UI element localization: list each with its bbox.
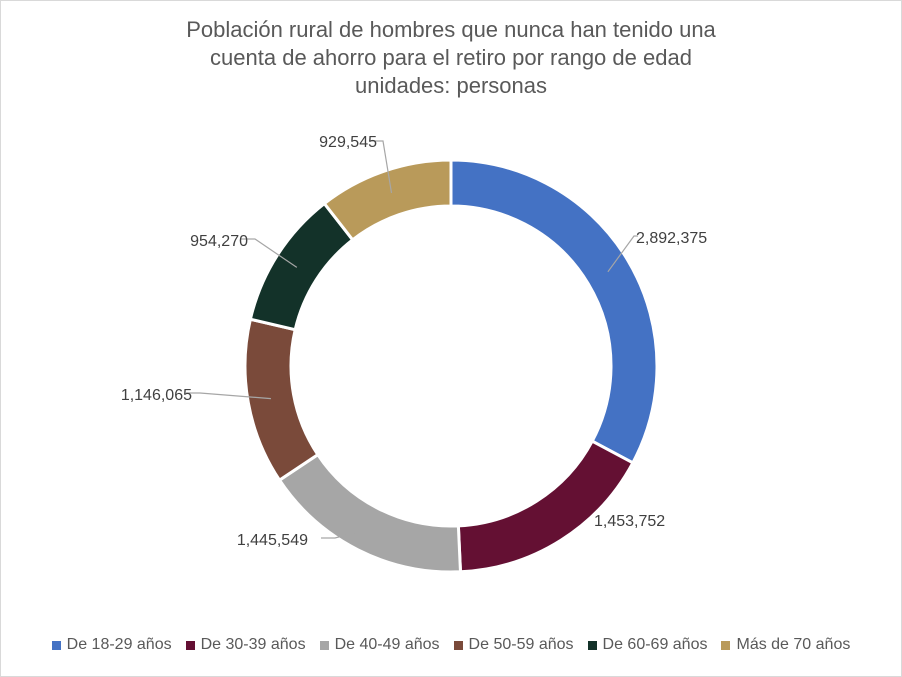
chart-title-line-2: cuenta de ahorro para el retiro por rang…	[210, 45, 692, 70]
legend-item-3: De 40-49 años	[319, 636, 440, 654]
legend-label-5: De 60-69 años	[602, 636, 708, 653]
legend-swatch-4	[453, 640, 463, 650]
data-label-5: 954,270	[190, 233, 248, 250]
data-label-3: 1,445,549	[237, 532, 308, 549]
chart-legend: De 18-29 años De 30-39 años De 40-49 años D…	[0, 636, 902, 654]
data-label-2: 1,453,752	[594, 513, 665, 530]
legend-swatch-6	[721, 640, 731, 650]
legend-label-1: De 18-29 años	[66, 636, 172, 653]
legend-label-2: De 30-39 años	[200, 636, 306, 653]
legend-label-4: De 50-59 años	[468, 636, 574, 653]
leader-line-6	[369, 140, 393, 194]
legend-item-5: De 60-69 años	[587, 636, 708, 654]
legend-swatch-1	[51, 640, 61, 650]
slices-group	[243, 158, 659, 574]
legend-swatch-5	[587, 640, 597, 650]
legend-swatch-2	[185, 640, 195, 650]
legend-item-2: De 30-39 años	[185, 636, 306, 654]
leader-line-4	[186, 392, 271, 400]
legend-item-4: De 50-59 años	[453, 636, 574, 654]
chart-title: Población rural de hombres que nunca han…	[0, 16, 902, 100]
legend-item-1: De 18-29 años	[51, 636, 172, 654]
slice-3	[277, 452, 463, 574]
leader-line-1	[607, 235, 638, 273]
slice-2	[456, 439, 635, 574]
legend-label-3: De 40-49 años	[334, 636, 440, 653]
leader-lines-group	[186, 140, 638, 539]
leader-line-5	[241, 238, 298, 268]
legend-item-6: Más de 70 años	[721, 636, 850, 654]
leader-line-3	[321, 528, 369, 539]
data-label-1: 2,892,375	[636, 230, 707, 247]
slice-1	[449, 158, 659, 465]
legend-swatch-3	[319, 640, 329, 650]
data-label-4: 1,146,065	[121, 387, 192, 404]
slice-4	[243, 317, 320, 483]
data-labels-group: 2,892,375 1,453,752 1,445,549 1,146,065 954,…	[121, 134, 707, 549]
legend-label-6: Más de 70 años	[736, 636, 851, 653]
slice-6	[322, 158, 453, 242]
chart-title-line-3: unidades: personas	[354, 73, 548, 98]
data-label-6: 929,545	[319, 134, 377, 151]
chart-title-line-1: Población rural de hombres que nunca han…	[186, 17, 716, 42]
